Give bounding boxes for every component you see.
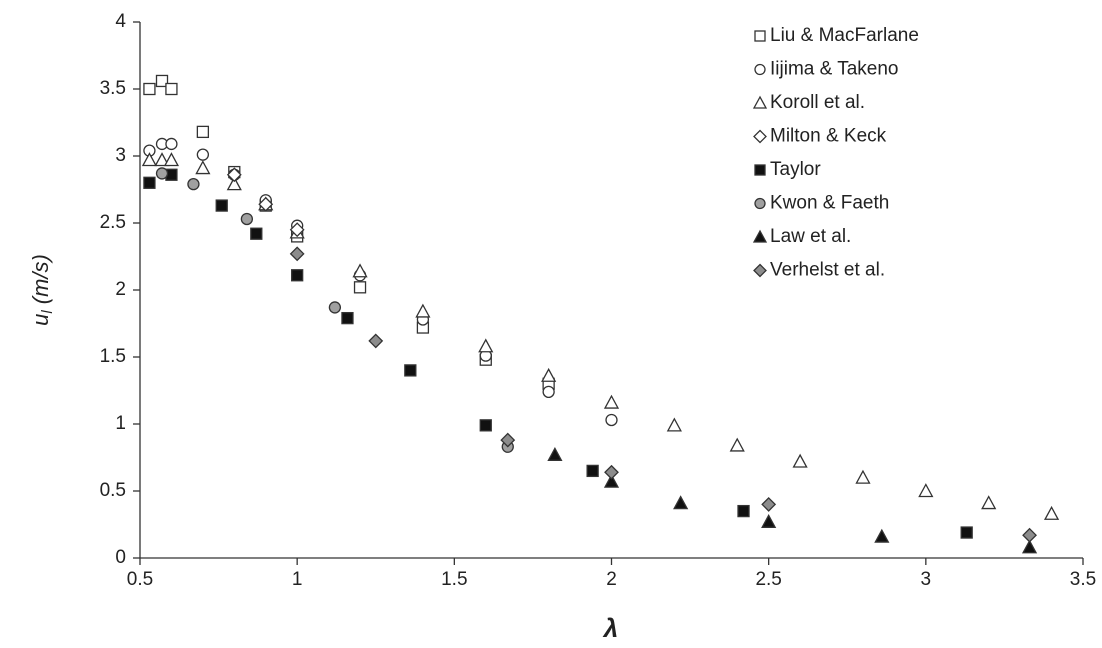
marker-square <box>215 199 228 212</box>
y-tick-label: 0 <box>115 547 126 568</box>
marker-triangle <box>195 160 211 175</box>
y-axis-label: ul (m/s) <box>28 254 56 326</box>
y-tick-label: 2 <box>115 279 126 300</box>
marker-diamond <box>1022 527 1037 543</box>
x-tick-label: 1 <box>292 569 303 590</box>
marker-square <box>196 125 210 139</box>
marker-square <box>143 176 156 189</box>
x-tick-label: 3 <box>921 569 932 590</box>
legend-label: Iijima & Takeno <box>770 59 899 80</box>
y-label-sub: l <box>39 310 56 314</box>
marker-diamond <box>368 333 384 349</box>
y-tick-label: 3 <box>115 145 126 166</box>
marker-triangle <box>855 469 871 484</box>
marker-circle <box>754 197 766 210</box>
legend-label: Koroll et al. <box>770 92 865 113</box>
marker-square <box>754 164 766 176</box>
marker-triangle <box>154 152 170 167</box>
marker-triangle <box>415 303 431 318</box>
marker-square <box>143 82 156 96</box>
marker-square <box>479 419 492 432</box>
marker-diamond <box>500 432 516 448</box>
legend-label: Verhelst et al. <box>770 260 885 281</box>
marker-triangle <box>1043 505 1060 520</box>
marker-circle <box>754 63 766 76</box>
legend-label: Milton & Keck <box>770 126 887 147</box>
legend-label: Taylor <box>770 159 821 180</box>
marker-triangle <box>918 483 934 498</box>
x-tick-label: 1.5 <box>441 569 467 590</box>
y-tick-label: 3.5 <box>100 78 126 99</box>
marker-circle <box>605 413 618 427</box>
marker-circle <box>542 385 555 398</box>
marker-circle <box>155 167 169 180</box>
marker-square <box>960 526 973 539</box>
y-label-unit: (m/s) <box>28 254 53 304</box>
marker-diamond <box>753 263 767 278</box>
marker-triangle <box>603 473 620 488</box>
marker-square <box>754 30 766 42</box>
y-label-main: u <box>28 314 53 326</box>
marker-diamond <box>289 246 305 262</box>
x-tick-label: 3.5 <box>1070 569 1096 590</box>
x-tick-label: 0.5 <box>127 569 153 590</box>
x-tick-label: 2.5 <box>755 569 781 590</box>
x-tick-label: 2 <box>606 569 617 590</box>
marker-circle <box>328 301 342 314</box>
marker-triangle <box>792 453 808 468</box>
marker-square <box>353 281 367 294</box>
marker-circle <box>165 137 178 151</box>
y-tick-label: 0.5 <box>100 480 126 501</box>
marker-triangle <box>547 446 563 461</box>
marker-triangle <box>141 152 158 167</box>
marker-square <box>155 74 169 88</box>
marker-triangle <box>752 229 768 243</box>
x-axis-label: λ <box>602 613 618 643</box>
marker-triangle <box>603 394 620 409</box>
marker-triangle <box>673 495 689 510</box>
marker-square <box>165 82 178 96</box>
marker-diamond <box>753 129 767 144</box>
legend-label: Kwon & Faeth <box>770 193 889 214</box>
marker-square <box>291 269 304 282</box>
marker-circle <box>187 177 200 191</box>
marker-triangle <box>729 437 745 452</box>
marker-triangle <box>352 263 368 278</box>
marker-triangle <box>163 152 180 167</box>
marker-square <box>586 464 599 478</box>
marker-diamond <box>226 167 242 183</box>
marker-triangle <box>478 338 494 353</box>
y-tick-label: 4 <box>115 11 126 32</box>
marker-triangle <box>1021 539 1038 554</box>
marker-triangle <box>981 495 997 510</box>
marker-diamond <box>604 464 619 480</box>
marker-square <box>404 364 417 377</box>
marker-triangle <box>666 417 682 432</box>
marker-triangle <box>541 367 557 382</box>
marker-triangle <box>874 528 890 543</box>
marker-circle <box>196 148 210 161</box>
marker-diamond <box>289 222 305 238</box>
marker-triangle <box>761 513 777 528</box>
y-tick-label: 1 <box>115 413 126 434</box>
marker-triangle <box>752 95 768 109</box>
legend-label: Liu & MacFarlane <box>770 25 919 46</box>
marker-triangle <box>226 176 242 191</box>
marker-square <box>341 311 354 325</box>
marker-square <box>250 227 263 240</box>
y-tick-label: 2.5 <box>100 212 126 233</box>
y-tick-label: 1.5 <box>100 346 126 367</box>
marker-square <box>737 504 750 518</box>
marker-diamond <box>258 196 274 212</box>
legend-label: Law et al. <box>770 226 851 247</box>
marker-circle <box>240 212 254 226</box>
marker-diamond <box>761 496 777 512</box>
